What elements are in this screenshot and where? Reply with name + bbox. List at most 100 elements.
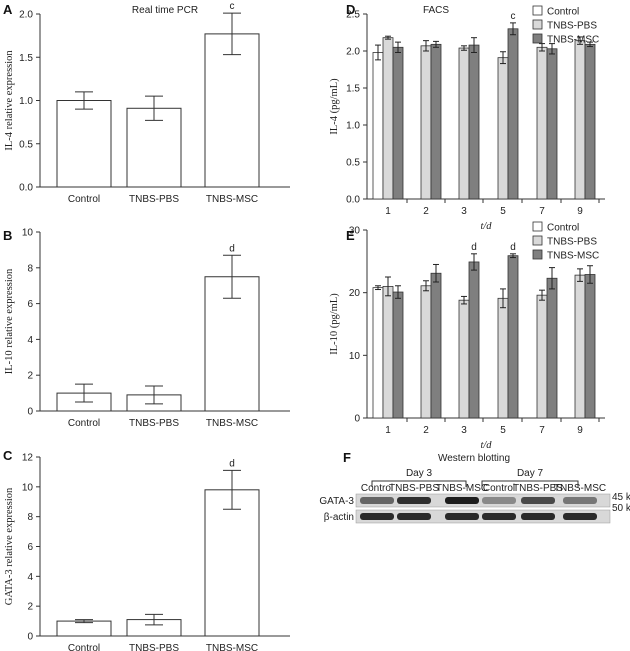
chart-panel-a: A 0.0 0.5 1.0 1.5 2.0 Control TNBS-PBS TNBS-MSC c… <box>3 1 290 205</box>
y-tick-label: 6 <box>27 542 33 553</box>
bar <box>497 57 509 200</box>
bar <box>584 43 596 200</box>
x-axis-label: t/d <box>480 221 492 232</box>
bar <box>584 274 596 419</box>
x-tick-label: Control <box>68 194 100 205</box>
x-tick-label: 5 <box>500 425 506 436</box>
y-tick-label: 1.0 <box>346 121 360 132</box>
bar <box>536 294 548 419</box>
bar <box>420 45 432 200</box>
legend-swatch <box>532 249 543 260</box>
y-tick-label: 0 <box>27 632 33 643</box>
bar <box>468 44 480 200</box>
chart-panel-b: B 0 2 4 6 8 10 Control TNBS-PBS TNBS-MSC d IL-10 re… <box>3 228 290 429</box>
y-tick-label: 0.0 <box>19 183 33 194</box>
y-tick-label: 1.5 <box>19 53 33 64</box>
gata3-band <box>482 497 516 504</box>
bar <box>204 489 260 637</box>
panel-letter: E <box>346 228 355 243</box>
legend-label: TNBS-MSC <box>547 35 599 46</box>
y-tick-label: 2.0 <box>19 10 33 21</box>
legend-swatch <box>532 19 543 30</box>
x-tick-label: 2 <box>423 206 429 217</box>
blot-group-label: Day 7 <box>517 468 544 479</box>
lane-label: TNBS-MSC <box>436 483 488 494</box>
bar <box>204 33 260 188</box>
panel-letter: C <box>3 448 13 463</box>
legend-swatch <box>532 235 543 246</box>
bar <box>420 285 432 419</box>
actin-band <box>521 513 555 520</box>
y-tick-label: 8 <box>27 263 33 274</box>
group-bracket <box>481 480 579 487</box>
x-tick-label: 5 <box>500 206 506 217</box>
bar <box>382 285 394 419</box>
size-label: 50 kDa <box>612 503 630 514</box>
blot-title: Western blotting <box>438 453 510 464</box>
bar <box>56 100 112 188</box>
y-tick-label: 4 <box>27 572 33 583</box>
legend-label: TNBS-PBS <box>547 21 597 32</box>
y-tick-label: 20 <box>349 288 361 299</box>
y-tick-label: 1.5 <box>346 84 360 95</box>
x-tick-label: Control <box>68 418 100 429</box>
y-axis-label: GATA-3 relative expression <box>4 487 15 605</box>
x-tick-label: 9 <box>577 206 583 217</box>
lane-label: TNBS-PBS <box>513 483 563 494</box>
blot-group-label: Day 3 <box>406 468 433 479</box>
x-tick-label: TNBS-PBS <box>129 418 179 429</box>
y-axis-label: IL-10 (pg/mL) <box>329 293 340 355</box>
x-tick-label: 3 <box>461 206 467 217</box>
gata3-band <box>397 497 431 504</box>
y-tick-label: 4 <box>27 335 33 346</box>
y-axis-label: IL-4 (pg/mL) <box>329 78 340 135</box>
lane-label: Control <box>483 483 515 494</box>
x-tick-label: 9 <box>577 425 583 436</box>
panel-letter: A <box>3 2 13 17</box>
bar <box>536 46 548 200</box>
y-tick-label: 10 <box>22 228 34 239</box>
row-label: β-actin <box>324 512 354 523</box>
bar <box>382 37 394 200</box>
panel-letter: F <box>343 450 351 465</box>
bar <box>392 46 404 200</box>
significance-mark: d <box>229 243 235 254</box>
x-tick-label: TNBS-MSC <box>206 643 258 651</box>
y-tick-label: 2 <box>27 602 33 613</box>
x-tick-label: 1 <box>385 206 391 217</box>
lane-label: TNBS-PBS <box>389 483 439 494</box>
significance-mark: d <box>471 242 477 253</box>
x-tick-label: Control <box>68 643 100 651</box>
panel-letter: D <box>346 2 355 17</box>
bar <box>56 620 112 637</box>
bar <box>546 48 558 200</box>
legend-swatch <box>532 33 543 44</box>
bar <box>574 40 586 200</box>
bar <box>507 28 519 200</box>
y-tick-label: 0.0 <box>346 195 360 206</box>
lane-label: TNBS-MSC <box>554 483 606 494</box>
actin-band <box>445 513 479 520</box>
bar <box>574 274 586 419</box>
chart-panel-e: E 0 10 20 30 1 2 3 d 5 d 7 9 t/d IL-10 (pg/mL) Control T… <box>329 221 605 451</box>
y-axis-label: IL-10 relative expression <box>4 268 15 374</box>
row-label: GATA-3 <box>319 496 354 507</box>
y-tick-label: 8 <box>27 512 33 523</box>
bar <box>430 272 442 419</box>
bar <box>497 297 509 419</box>
bar <box>204 276 260 412</box>
chart-title: Real time PCR <box>132 5 198 16</box>
significance-mark: d <box>229 458 235 469</box>
y-tick-label: 10 <box>22 482 34 493</box>
actin-band <box>397 513 431 520</box>
bar <box>392 291 404 419</box>
legend-swatch <box>532 5 543 16</box>
y-tick-label: 1.0 <box>19 96 33 107</box>
y-tick-label: 2.5 <box>346 10 360 21</box>
y-tick-label: 0.5 <box>346 158 360 169</box>
x-tick-label: 7 <box>539 425 545 436</box>
y-tick-label: 12 <box>22 453 34 464</box>
legend-label: Control <box>547 7 579 18</box>
